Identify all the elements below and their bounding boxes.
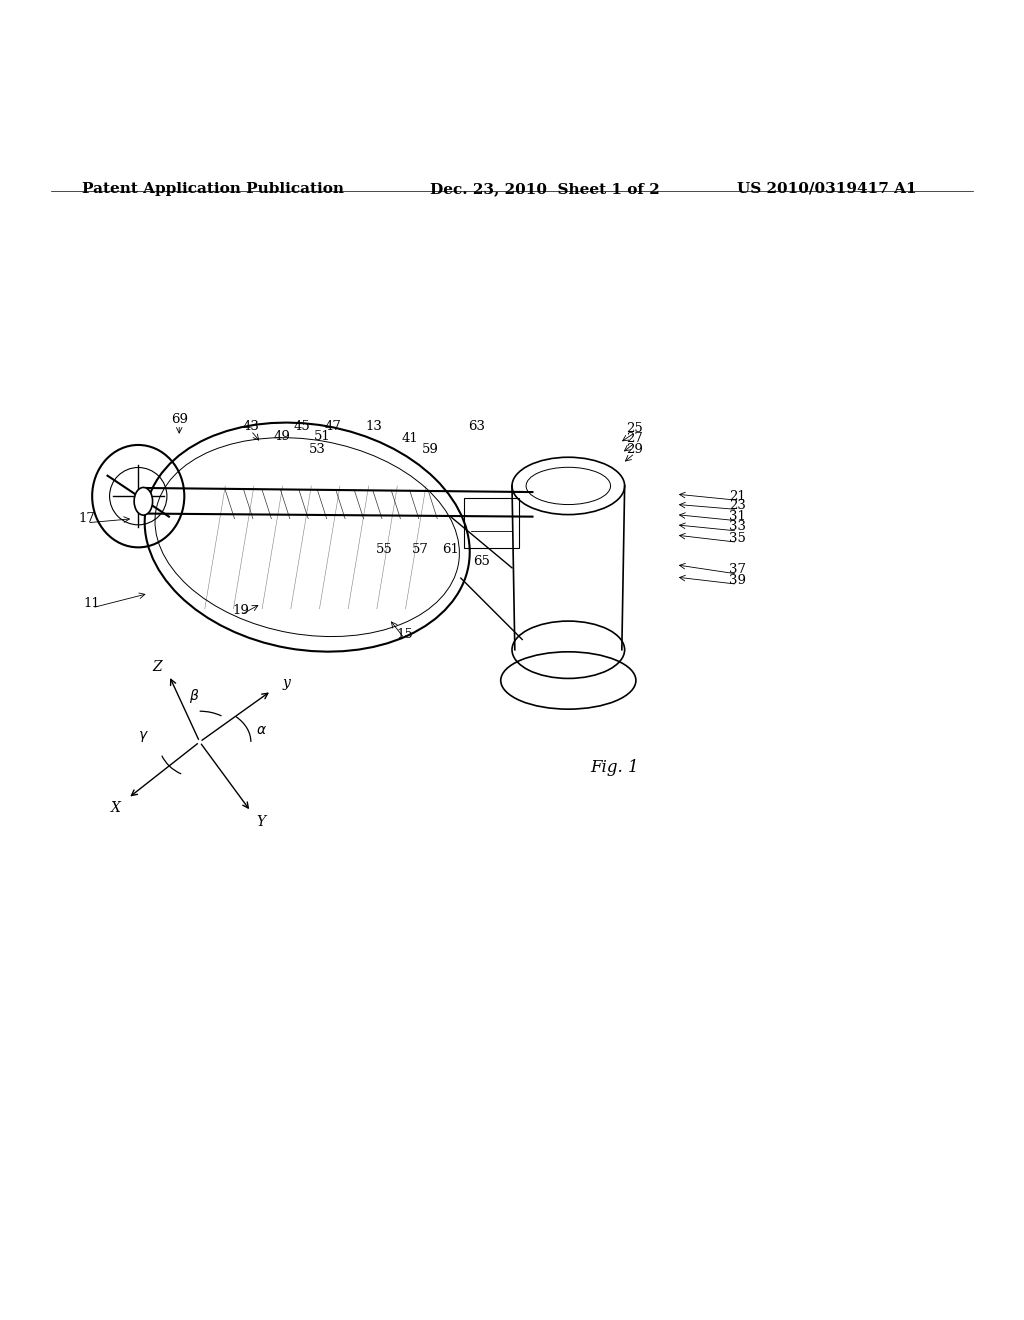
Text: 41: 41 <box>401 433 418 445</box>
Text: 51: 51 <box>314 430 331 444</box>
Text: Fig. 1: Fig. 1 <box>590 759 639 776</box>
Text: 53: 53 <box>309 442 326 455</box>
Text: 17: 17 <box>79 512 95 525</box>
Text: Patent Application Publication: Patent Application Publication <box>82 182 344 195</box>
Text: 49: 49 <box>273 430 290 444</box>
Ellipse shape <box>134 487 153 515</box>
Text: $\beta$: $\beta$ <box>189 686 200 705</box>
Text: X: X <box>111 801 121 816</box>
Text: 13: 13 <box>366 420 382 433</box>
Text: 27: 27 <box>627 433 643 445</box>
Text: 29: 29 <box>627 442 643 455</box>
Text: 19: 19 <box>232 605 249 618</box>
Text: 37: 37 <box>729 564 745 577</box>
Text: 15: 15 <box>396 628 413 642</box>
Text: 65: 65 <box>473 556 489 568</box>
Text: 11: 11 <box>84 597 100 610</box>
Text: 31: 31 <box>729 510 745 523</box>
Text: 47: 47 <box>325 420 341 433</box>
Text: 57: 57 <box>412 543 428 556</box>
Text: Z: Z <box>152 660 162 675</box>
Text: y: y <box>283 676 291 689</box>
Text: 45: 45 <box>294 420 310 433</box>
Text: 33: 33 <box>729 520 745 533</box>
Text: 69: 69 <box>171 413 187 426</box>
Text: 43: 43 <box>243 420 259 433</box>
Text: 35: 35 <box>729 532 745 545</box>
Text: 59: 59 <box>422 442 438 455</box>
Text: Dec. 23, 2010  Sheet 1 of 2: Dec. 23, 2010 Sheet 1 of 2 <box>430 182 659 195</box>
Text: 39: 39 <box>729 574 745 586</box>
Text: 23: 23 <box>729 499 745 512</box>
Text: 63: 63 <box>468 420 484 433</box>
Text: 25: 25 <box>627 422 643 436</box>
Text: Y: Y <box>257 814 265 829</box>
Text: $\alpha$: $\alpha$ <box>256 722 266 737</box>
Text: 61: 61 <box>442 543 459 556</box>
Text: $\gamma$: $\gamma$ <box>138 729 148 744</box>
Text: 55: 55 <box>376 543 392 556</box>
Text: US 2010/0319417 A1: US 2010/0319417 A1 <box>737 182 916 195</box>
Text: 21: 21 <box>729 490 745 503</box>
